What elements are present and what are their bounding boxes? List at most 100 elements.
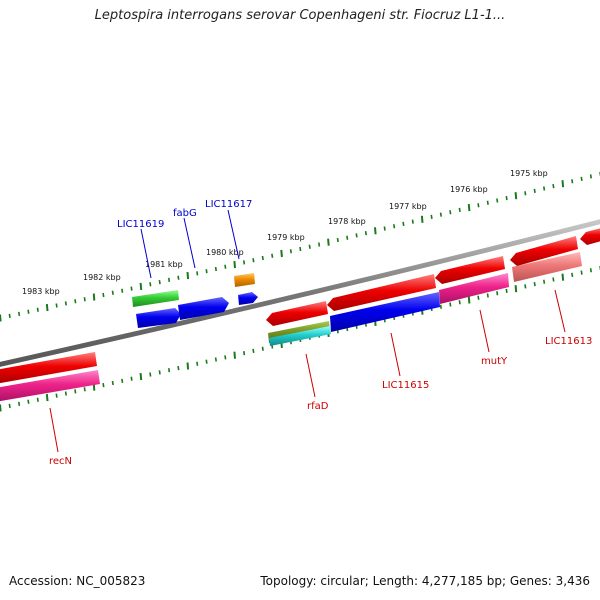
gene-fabg[interactable] xyxy=(178,297,229,320)
gene-lic11617[interactable] xyxy=(234,273,255,287)
outer-scale-tick xyxy=(55,303,58,308)
inner-scale-tick xyxy=(64,391,67,396)
gene-forward-blue-1[interactable] xyxy=(136,308,181,328)
gene-red-4[interactable] xyxy=(510,236,578,266)
outer-scale-tick xyxy=(430,214,433,220)
inner-scale-tick xyxy=(243,351,246,356)
label-recn[interactable]: recN xyxy=(49,456,72,467)
inner-scale-tick xyxy=(467,296,471,304)
inner-scale-tick xyxy=(111,380,114,386)
outer-scale-tick xyxy=(83,297,86,302)
outer-scale-tick xyxy=(589,174,592,179)
scale-labels: 1983 kbp 1982 kbp 1981 kbp 1980 kbp 1979… xyxy=(22,169,548,296)
outer-scale-tick xyxy=(402,221,405,227)
gene-red-1[interactable] xyxy=(266,301,328,326)
page-title: Leptospira interrogans serovar Copenhage… xyxy=(94,8,506,23)
outer-scale-tick xyxy=(327,238,330,246)
inner-scale-tick xyxy=(439,304,442,309)
outer-scale-tick xyxy=(467,204,471,212)
inner-scale-tick xyxy=(45,394,49,402)
outer-scale-tick xyxy=(233,261,236,269)
inner-scale-tick xyxy=(27,399,30,404)
outer-scale-tick xyxy=(36,307,39,312)
scale-label-1976: 1976 kbp xyxy=(450,185,488,194)
inner-scale-tick xyxy=(477,295,480,300)
inner-scale-tick xyxy=(149,372,152,377)
outer-scale-tick xyxy=(252,258,255,263)
outer-scale-tick xyxy=(505,195,508,201)
inner-scale-tick xyxy=(186,362,190,370)
scale-label-1983: 1983 kbp xyxy=(22,287,60,296)
inner-scale-tick xyxy=(83,387,86,392)
label-lic11615[interactable]: LIC11615 xyxy=(382,380,429,391)
label-lic11619[interactable]: LIC11619 xyxy=(117,219,164,230)
genome-summary: Topology: circular; Length: 4,277,185 bp… xyxy=(260,574,590,588)
outer-scale-tick xyxy=(496,198,499,203)
inner-scale-tick xyxy=(233,351,236,359)
outer-scale-tick xyxy=(411,219,414,224)
inner-scale-tick xyxy=(177,365,180,371)
scale-label-1981: 1981 kbp xyxy=(145,260,183,269)
outer-scale-tick xyxy=(299,246,302,252)
outer-scale-tick xyxy=(355,233,358,238)
outer-scale-tick xyxy=(336,237,339,243)
outer-scale-tick xyxy=(486,200,489,205)
gene-red-3[interactable] xyxy=(435,256,505,284)
inner-scale-tick xyxy=(224,355,227,360)
inner-scale-tick xyxy=(571,272,574,278)
label-fabg[interactable]: fabG xyxy=(173,208,197,219)
inner-scale-tick xyxy=(74,389,77,394)
inner-scale-tick xyxy=(130,376,133,381)
gene-lic11615[interactable] xyxy=(330,292,440,332)
inner-scale-tick xyxy=(36,397,39,402)
gene-red-5[interactable] xyxy=(580,227,600,245)
outer-scale-tick xyxy=(111,290,114,295)
gene-forward-blue-2[interactable] xyxy=(238,292,258,305)
gene-rfad[interactable] xyxy=(269,326,331,346)
gene-lic11613[interactable] xyxy=(512,252,582,282)
gene-recn[interactable] xyxy=(0,370,100,402)
inner-scale-tick xyxy=(18,401,21,407)
inner-scale-tick xyxy=(505,288,508,294)
label-lic11613[interactable]: LIC11613 xyxy=(545,336,592,347)
gene-muty[interactable] xyxy=(439,273,509,304)
outer-scale-tick xyxy=(449,210,452,215)
outer-scale-tick xyxy=(458,207,461,213)
genome-backbone xyxy=(0,219,600,367)
outer-scale-tick xyxy=(280,249,283,258)
gene-red-left[interactable] xyxy=(0,352,97,384)
outer-scale-tick xyxy=(514,192,518,200)
label-muty[interactable]: mutY xyxy=(481,356,508,367)
connector-fabg xyxy=(183,217,196,269)
inner-scale-tick xyxy=(458,300,461,305)
inner-scale-tick xyxy=(55,393,58,398)
outer-scale-tick xyxy=(420,215,424,223)
label-lic11617[interactable]: LIC11617 xyxy=(205,199,252,210)
scale-label-1975: 1975 kbp xyxy=(510,169,548,178)
outer-scale-tick xyxy=(18,311,21,317)
inner-scale-tick xyxy=(449,302,452,307)
scale-label-1979: 1979 kbp xyxy=(267,233,305,242)
inner-scale-tick xyxy=(158,370,161,375)
connector-lic11619 xyxy=(140,228,152,279)
outer-scale-tick xyxy=(92,293,96,301)
inner-scale-tick xyxy=(561,273,565,281)
label-connectors xyxy=(49,209,566,453)
inner-scale-tick xyxy=(252,348,255,354)
inner-scale-tick xyxy=(261,346,264,351)
outer-scale-tick xyxy=(45,304,49,312)
gene-lic11619[interactable] xyxy=(132,290,179,307)
scale-label-1980: 1980 kbp xyxy=(206,248,244,257)
inner-scale-tick xyxy=(139,373,143,381)
inner-scale-tick xyxy=(496,291,499,296)
outer-scale-tick xyxy=(74,299,77,304)
outer-scale-tick xyxy=(271,253,274,258)
inner-scale-tick xyxy=(8,403,11,409)
outer-scale-tick xyxy=(561,180,565,188)
gene-red-2[interactable] xyxy=(327,274,436,311)
label-rfad[interactable]: rfaD xyxy=(307,401,329,412)
connector-lic11613 xyxy=(554,289,566,333)
inner-scale-tick xyxy=(514,285,518,293)
outer-scale-tick xyxy=(139,282,143,290)
outer-scale-tick xyxy=(393,224,396,229)
